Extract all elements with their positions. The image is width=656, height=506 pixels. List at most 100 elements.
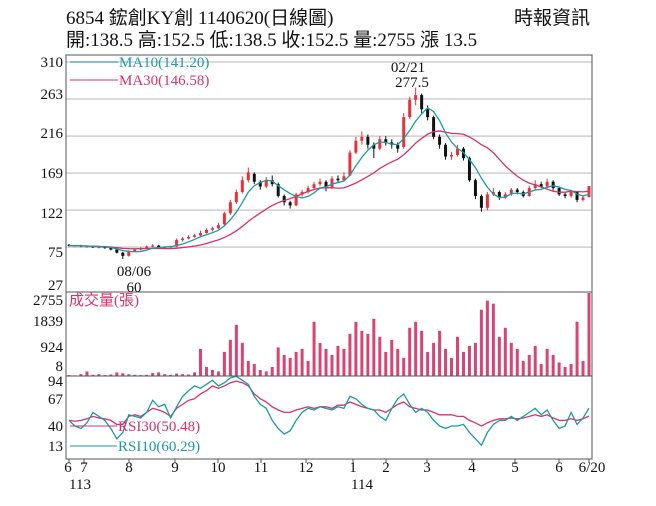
candle-body: [264, 180, 268, 187]
volume-bar: [198, 348, 202, 376]
candle: [306, 185, 310, 194]
candle-body: [569, 192, 573, 196]
grid-lines: [66, 61, 592, 463]
candle-body: [222, 213, 226, 225]
volume-bar: [300, 348, 304, 376]
candle: [563, 192, 567, 199]
volume-bar: [575, 321, 579, 376]
month-label: 5: [511, 460, 519, 476]
candle: [485, 192, 489, 211]
volume-bar: [336, 345, 340, 376]
volume-bar: [491, 303, 495, 376]
volume-bar: [527, 354, 531, 376]
price-tick: 27: [48, 278, 64, 294]
volume-bar: [115, 372, 119, 376]
candle: [264, 177, 268, 189]
month-label: 6: [64, 460, 72, 476]
candle: [228, 199, 232, 215]
volume-bar: [157, 372, 161, 376]
volume-bar: [270, 366, 274, 376]
volume-bar: [539, 363, 543, 376]
month-label: 6: [555, 460, 563, 476]
candle-body: [432, 117, 436, 137]
volume-bar: [509, 342, 513, 376]
candle-body: [456, 148, 460, 155]
plot-frame: [65, 54, 593, 460]
volume-bar: [133, 374, 137, 376]
volume-tick: 8: [56, 359, 64, 375]
candle-body: [198, 232, 202, 236]
candle-body: [109, 247, 113, 250]
volume-tick: 2755: [33, 293, 63, 309]
candle-body: [509, 189, 513, 195]
candle: [121, 251, 125, 259]
candle-body: [145, 246, 149, 248]
candle-body: [127, 251, 131, 256]
candle-body: [258, 181, 262, 187]
volume-bar: [210, 369, 214, 376]
candle-body: [234, 192, 238, 203]
candle: [210, 226, 214, 232]
volume-bar: [181, 374, 185, 376]
ma30-legend: MA30(146.58): [119, 73, 209, 89]
month-label: 10: [211, 460, 226, 476]
volume-bar: [288, 357, 292, 376]
month-label: 4: [468, 460, 476, 476]
candle-body: [372, 144, 376, 149]
volume-bar: [521, 360, 525, 376]
volume-bar: [97, 374, 101, 376]
low-date-annotation: 08/06: [117, 264, 152, 280]
candle-body: [467, 158, 471, 181]
candle: [216, 222, 220, 230]
candle: [575, 191, 579, 203]
volume-bar: [408, 327, 412, 376]
volume-bar: [145, 374, 149, 376]
volume-bar: [420, 330, 424, 376]
volume-bar: [444, 348, 448, 376]
volume-bar: [187, 374, 191, 376]
candle: [336, 175, 340, 183]
candle-body: [485, 194, 489, 208]
volume-bar: [366, 333, 370, 376]
candle-body: [204, 229, 208, 233]
volume-bar: [450, 357, 454, 376]
candle-body: [181, 238, 185, 241]
volume-bar: [318, 342, 322, 376]
volume-bar: [193, 372, 197, 376]
candle-body: [342, 176, 346, 181]
x-axis: 6 7 8 9 10 11 12 1 2 3 4 5 6 6/20 113 11…: [64, 460, 605, 493]
candle: [324, 180, 328, 192]
volume-bar: [163, 374, 167, 376]
source-label: 時報資訊: [514, 7, 590, 29]
price-tick: 122: [41, 206, 64, 222]
candle-body: [402, 117, 406, 148]
volume-bar: [85, 371, 89, 376]
candle-body: [408, 99, 412, 118]
candle: [479, 194, 483, 212]
candle-body: [396, 144, 400, 149]
candle: [473, 178, 477, 200]
volume-bar: [228, 339, 232, 376]
ma10-line: [69, 106, 590, 253]
candle: [312, 181, 316, 190]
candle-body: [270, 180, 274, 185]
candle-body: [378, 139, 382, 149]
volume-axis: 2755 1839 924 8: [33, 293, 64, 375]
rsi30-line: [68, 380, 590, 427]
price-axis: 310 263 216 169 122 75 27: [41, 55, 64, 294]
high-date-annotation: 02/21: [391, 60, 425, 76]
price-tick: 75: [48, 245, 63, 261]
candle: [438, 134, 442, 149]
candle: [222, 211, 226, 226]
volume-bar: [384, 351, 388, 376]
candle: [503, 192, 507, 200]
volume-bar: [312, 321, 316, 376]
candle-body: [533, 184, 537, 189]
quote-summary: 開:138.5 高:152.5 低:138.5 收:152.5 量:2755 漲…: [66, 29, 477, 51]
price-tick: 169: [41, 166, 64, 182]
candle-body: [563, 194, 567, 196]
price-tick: 216: [41, 126, 64, 142]
candle-body: [366, 136, 370, 145]
high-value-annotation: 277.5: [395, 75, 429, 91]
candle: [151, 244, 155, 248]
